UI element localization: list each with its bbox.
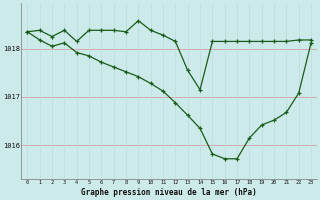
X-axis label: Graphe pression niveau de la mer (hPa): Graphe pression niveau de la mer (hPa)	[81, 188, 257, 197]
